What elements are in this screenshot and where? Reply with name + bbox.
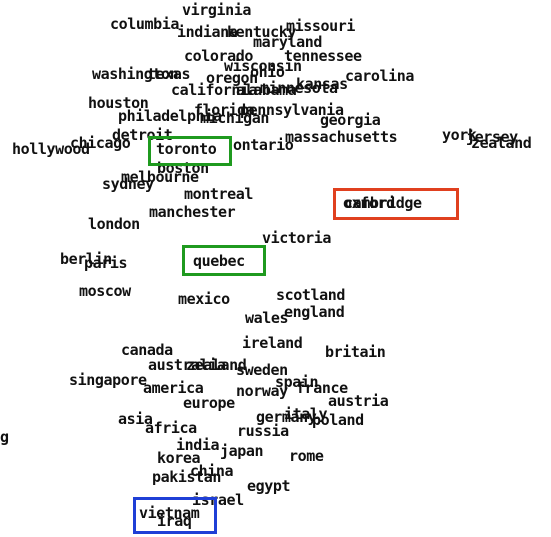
word-label-mexico: mexico [178, 290, 230, 308]
word-label-india: india [176, 436, 220, 454]
word-label-texas: texas [147, 65, 191, 83]
word-label-china: china [190, 462, 234, 480]
word-label-kansas: kansas [296, 75, 348, 93]
word-label-zealand: zealand [186, 356, 247, 374]
word-label-scotland: scotland [276, 286, 346, 304]
word-label-jersey: jersey [466, 128, 518, 146]
word-label-york: york [442, 126, 477, 144]
word-label-colorado: colorado [184, 47, 254, 65]
word-label-g: g [0, 428, 9, 446]
word-label-italy: italy [284, 405, 328, 423]
word-label-columbia: columbia [110, 15, 180, 33]
word-label-georgia: georgia [320, 111, 381, 129]
word-label-egypt: egypt [247, 477, 291, 495]
word-label-rome: rome [289, 447, 324, 465]
word-label-germany: germany [256, 408, 317, 426]
word-label-iraq: iraq [157, 512, 192, 530]
word-label-paris: paris [84, 254, 128, 272]
word-label-virginia: virginia [182, 1, 252, 19]
word-label-alabama: alabama [236, 81, 297, 99]
word-label-pakistan: pakistan [152, 468, 222, 486]
highlight-box-toronto [148, 136, 232, 166]
word-label-singapore: singapore [69, 371, 147, 389]
word-label-manchester: manchester [149, 203, 236, 221]
word-label-russia: russia [237, 422, 289, 440]
word-label-zealand: zealand [471, 134, 532, 152]
word-label-california: california [171, 81, 258, 99]
word-label-korea: korea [157, 449, 201, 467]
word-label-montreal: montreal [184, 185, 254, 203]
word-label-israel: israel [192, 491, 244, 509]
word-label-oregon: oregon [206, 69, 258, 87]
word-label-ohio: ohio [250, 63, 285, 81]
word-label-ontario: ontario [233, 136, 294, 154]
word-label-austria: austria [328, 392, 389, 410]
word-label-canada: canada [121, 341, 173, 359]
highlight-box-quebec [182, 245, 266, 276]
word-label-france: france [296, 379, 348, 397]
word-label-carolina: carolina [345, 67, 415, 85]
word-label-spain: spain [275, 373, 319, 391]
word-label-japan: japan [220, 442, 264, 460]
word-label-toronto: toronto [156, 140, 217, 158]
word-label-britain: britain [325, 343, 386, 361]
word-label-kentucky: kentucky [227, 23, 297, 41]
word-label-cambridge: cambridge [344, 194, 422, 212]
word-label-missouri: missouri [286, 17, 356, 35]
word-label-sydney: sydney [102, 175, 154, 193]
word-label-chicago: chicago [70, 134, 131, 152]
word-label-london: london [88, 215, 140, 233]
word-label-moscow: moscow [79, 282, 131, 300]
highlight-box-cambridge [333, 188, 459, 220]
word-label-pennsylvania: pennsylvania [240, 101, 344, 119]
word-label-sweden: sweden [236, 361, 288, 379]
word-label-quebec: quebec [193, 252, 245, 270]
word-label-poland: poland [312, 411, 364, 429]
word-label-tennessee: tennessee [284, 47, 362, 65]
word-label-australia: australia [148, 356, 226, 374]
word-label-vietnam: vietnam [139, 504, 200, 522]
word-label-england: england [284, 303, 345, 321]
word-label-maryland: maryland [253, 33, 323, 51]
word-label-melbourne: melbourne [121, 168, 199, 186]
word-label-asia: asia [118, 410, 153, 428]
word-label-europe: europe [183, 394, 235, 412]
word-label-wales: wales [245, 309, 289, 327]
word-label-hollywood: hollywood [12, 140, 90, 158]
word-label-massachusetts: massachusetts [285, 128, 398, 146]
word-label-america: america [143, 379, 204, 397]
word-label-wisconsin: wisconsin [224, 57, 302, 75]
word-label-africa: africa [145, 419, 197, 437]
word-label-norway: norway [236, 382, 288, 400]
word-label-indiana: indiana [177, 23, 238, 41]
word-label-washington: washington [92, 65, 179, 83]
word-label-houston: houston [88, 94, 149, 112]
word-label-ireland: ireland [242, 334, 303, 352]
word-label-berlin: berlin [60, 250, 112, 268]
word-label-michigan: michigan [200, 109, 270, 127]
word-label-florida: florida [194, 101, 255, 119]
word-label-minnesota: minnesota [260, 79, 338, 97]
word-label-oxford: oxford [343, 194, 395, 212]
word-label-philadelphia: philadelphia [118, 107, 222, 125]
word-label-victoria: victoria [262, 229, 332, 247]
highlight-box-vietnam [133, 497, 217, 534]
